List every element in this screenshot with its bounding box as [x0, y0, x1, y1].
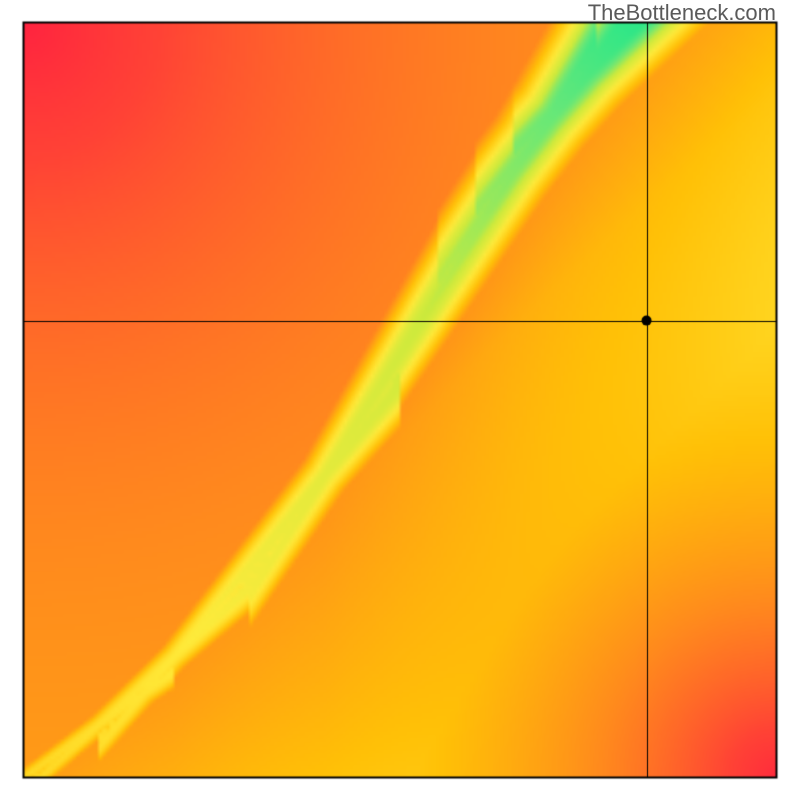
bottleneck-heatmap	[0, 0, 800, 800]
chart-container: TheBottleneck.com	[0, 0, 800, 800]
watermark-text: TheBottleneck.com	[588, 0, 776, 26]
